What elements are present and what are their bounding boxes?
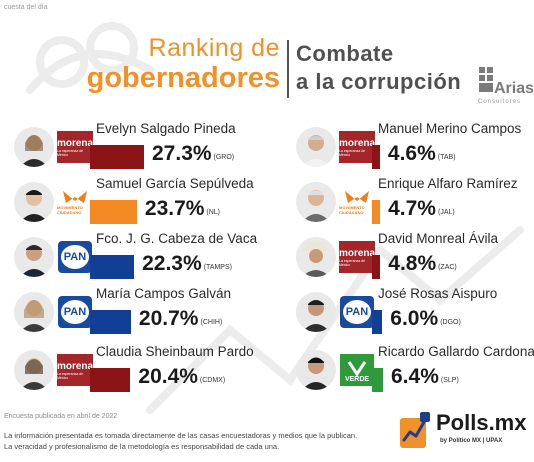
governor-name: Fco. J. G. Cabeza de Vaca	[96, 231, 258, 246]
bar	[372, 255, 381, 279]
governor-name: Ricardo Gallardo Cardona	[378, 344, 534, 359]
governor-photo	[296, 182, 336, 222]
value-label: 4.7%	[388, 197, 436, 220]
governor-name: María Campos Galván	[96, 286, 232, 301]
governor-name: Samuel García Sepúlveda	[96, 176, 254, 191]
governor-name: Evelyn Salgado Pineda	[96, 121, 236, 136]
polls-mx-wordmark: Polls.mx	[436, 410, 527, 435]
morena-logo-icon: morena La esperanza de México	[57, 131, 93, 163]
polls-chart-icon	[400, 412, 430, 448]
state-label: (DGO)	[440, 319, 461, 326]
value-label: 27.3%	[152, 142, 212, 165]
ranking-item: VERDE Ricardo Gallardo Cardona 6.4% (SLP…	[296, 344, 534, 400]
bar	[372, 368, 383, 392]
state-label: (CHIH)	[200, 319, 223, 326]
value-label: 23.7%	[144, 197, 205, 220]
governor-name: José Rosas Aispuro	[378, 286, 498, 301]
state-label: (SLP)	[440, 377, 459, 384]
state-label: (NL)	[206, 209, 221, 216]
title-divider	[287, 40, 289, 98]
governor-photo	[14, 292, 54, 332]
arias-mark-icon	[479, 67, 493, 92]
ranking-item: PAN José Rosas Aispuro 6.0% (DGO)	[296, 286, 534, 342]
state-label: (CDMX)	[199, 377, 226, 384]
title-line-1: Ranking de	[148, 34, 280, 62]
governor-photo	[296, 127, 336, 167]
governor-name: Claudia Sheinbaum Pardo	[96, 344, 254, 359]
polls-mx-byline: by Político MX | UPAX	[440, 438, 503, 444]
governor-photo	[296, 292, 336, 332]
governor-photo	[14, 237, 54, 277]
morena-logo-icon: morena La esperanza de México	[339, 131, 375, 163]
disclaimer-line-2: La veracidad y profesionalismo de la met…	[4, 442, 280, 451]
pvem-logo-icon: VERDE	[340, 354, 374, 386]
governor-name: Enrique Alfaro Ramírez	[378, 176, 518, 191]
state-label: (GRO)	[213, 154, 235, 161]
arias-logo-sub: Consultores	[478, 99, 522, 105]
subtitle: Combate a la corrupción	[296, 40, 461, 96]
value-label: 6.0%	[390, 307, 439, 330]
title-line-2: gobernadores	[86, 62, 280, 94]
subtitle-line-1: Combate	[296, 41, 394, 66]
disclaimer-line-1: La información presentada es tomada dire…	[4, 431, 358, 440]
party-logo: morena La esperanza de México	[54, 350, 96, 390]
pan-logo-icon: PAN	[340, 296, 374, 328]
state-label: (TAB)	[437, 154, 456, 161]
bar	[372, 145, 380, 169]
governor-photo	[14, 127, 54, 167]
morena-logo-icon: morena La esperanza de México	[339, 241, 375, 273]
state-label: (TAMPS)	[203, 264, 232, 271]
bar	[90, 368, 131, 392]
party-logo: MOVIMIENTO CIUDADANO	[54, 182, 96, 222]
ranking-item: MOVIMIENTO CIUDADANO Enrique Alfaro Ramí…	[296, 176, 534, 232]
ranking-item: MOVIMIENTO CIUDADANO Samuel García Sepúl…	[14, 176, 284, 232]
party-logo: PAN	[54, 237, 96, 277]
ranking-item: PAN Fco. J. G. Cabeza de Vaca 22.3% (TAM…	[14, 231, 284, 287]
party-logo: morena La esperanza de México	[54, 127, 96, 167]
published-note: Encuesta publicada en abril de 2022	[4, 413, 118, 420]
pan-logo-icon: PAN	[58, 296, 92, 328]
polls-mx-logo: Polls.mx by Político MX | UPAX	[398, 408, 534, 452]
governor-photo	[296, 237, 336, 277]
ranking-item: morena La esperanza de México Manuel Meri…	[296, 121, 534, 177]
governor-photo	[14, 350, 54, 390]
bar	[90, 200, 137, 224]
governor-name: Manuel Merino Campos	[378, 121, 522, 136]
governor-photo	[296, 350, 336, 390]
governor-photo	[14, 182, 54, 222]
value-label: 4.6%	[387, 142, 436, 165]
bar	[90, 145, 144, 169]
party-logo: PAN	[336, 292, 378, 332]
bar	[372, 200, 381, 224]
ranking-item: PAN María Campos Galván 20.7% (CHIH)	[14, 286, 284, 342]
top-note: cuesta del día	[4, 4, 48, 11]
movimiento-ciudadano-logo-icon: MOVIMIENTO CIUDADANO	[339, 186, 375, 218]
ranking-item: morena La esperanza de México Claudia She…	[14, 344, 284, 400]
party-logo: MOVIMIENTO CIUDADANO	[336, 182, 378, 222]
ranking-item: morena La esperanza de México Evelyn Salg…	[14, 121, 284, 177]
title: Ranking de gobernadores	[60, 34, 280, 94]
bar	[90, 310, 131, 334]
movimiento-ciudadano-logo-icon: MOVIMIENTO CIUDADANO	[57, 186, 93, 218]
value-label: 6.4%	[391, 365, 439, 388]
value-label: 4.8%	[388, 252, 437, 275]
morena-logo-icon: morena La esperanza de México	[57, 354, 93, 386]
ranking-item: morena La esperanza de México David Monre…	[296, 231, 534, 287]
arias-logo: Arias Consultores	[478, 66, 534, 106]
party-logo: VERDE	[336, 350, 378, 390]
party-logo: morena La esperanza de México	[336, 237, 378, 277]
state-label: (JAL)	[438, 209, 455, 216]
value-label: 22.3%	[142, 252, 202, 275]
subtitle-line-2: a la corrupción	[296, 69, 462, 94]
party-logo: PAN	[54, 292, 96, 332]
value-label: 20.7%	[138, 307, 199, 330]
governor-name: David Monreal Ávila	[378, 231, 499, 246]
arias-logo-label: Arias	[494, 80, 534, 97]
pan-logo-icon: PAN	[58, 241, 92, 273]
party-logo: morena La esperanza de México	[336, 127, 378, 167]
value-label: 20.4%	[138, 365, 198, 388]
bar	[372, 310, 383, 334]
state-label: (ZAC)	[438, 264, 457, 271]
bar	[90, 255, 135, 279]
